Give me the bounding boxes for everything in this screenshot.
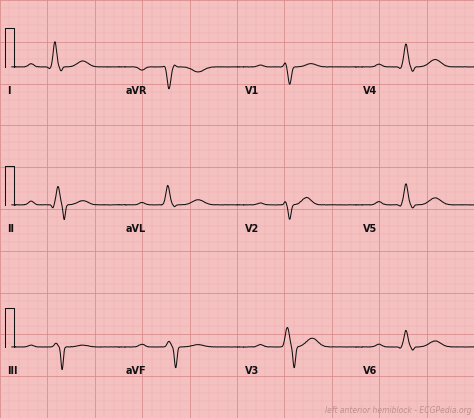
Text: V2: V2 <box>245 224 259 234</box>
Text: aVL: aVL <box>126 224 146 234</box>
Text: V5: V5 <box>363 224 377 234</box>
Text: aVR: aVR <box>126 86 147 96</box>
Text: II: II <box>8 224 15 234</box>
Text: V1: V1 <box>245 86 259 96</box>
Text: III: III <box>8 366 18 376</box>
Text: V3: V3 <box>245 366 259 376</box>
Text: I: I <box>8 86 11 96</box>
Text: aVF: aVF <box>126 366 147 376</box>
Text: left anterior hemiblock - ECGPedia.org: left anterior hemiblock - ECGPedia.org <box>325 405 472 415</box>
Text: V6: V6 <box>363 366 377 376</box>
Text: V4: V4 <box>363 86 377 96</box>
